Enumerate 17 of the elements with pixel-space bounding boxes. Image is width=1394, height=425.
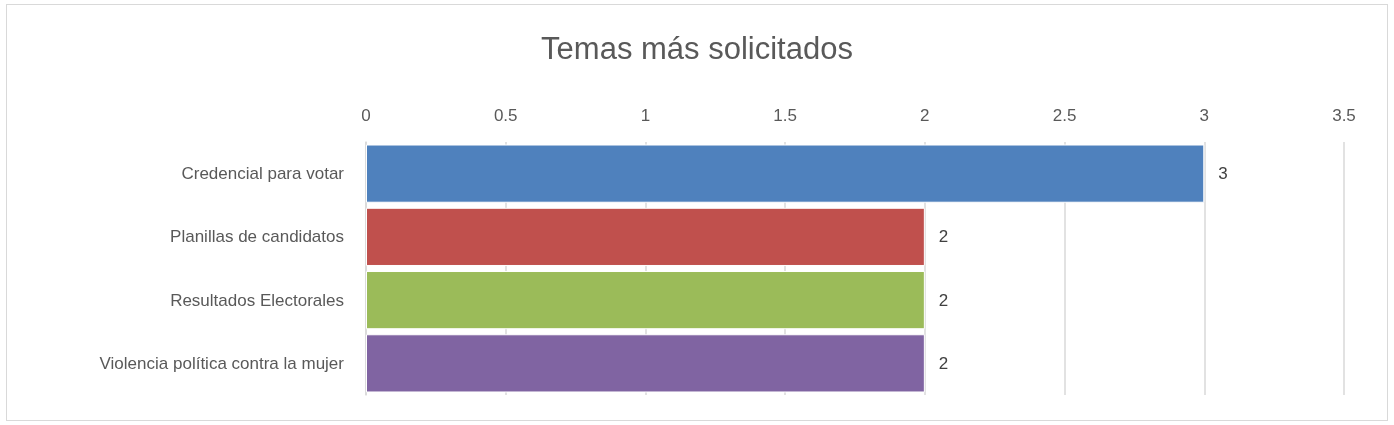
data-label: 2 [938, 290, 949, 310]
y-tick-label: Resultados Electorales [170, 290, 344, 310]
y-tick-label: Violencia política contra la mujer [99, 353, 345, 373]
x-tick-label: 3.5 [1332, 106, 1356, 125]
x-tick-label: 1 [640, 106, 651, 125]
y-tick-label: Planillas de candidatos [170, 227, 344, 247]
x-tick-label: 0.5 [493, 106, 518, 125]
x-tick-label: 2.5 [1052, 106, 1077, 125]
x-tick-label: 0 [361, 106, 371, 125]
x-tick-label: 1.5 [773, 106, 797, 125]
x-tick-label: 3 [1199, 106, 1210, 125]
data-label: 2 [938, 227, 949, 247]
data-label: 3 [1218, 164, 1228, 184]
y-tick-label: Credencial para votar [181, 164, 345, 184]
chart-title: Temas más solicitados [541, 31, 853, 66]
x-tick-label: 2 [920, 106, 930, 125]
data-label: 2 [938, 353, 949, 373]
